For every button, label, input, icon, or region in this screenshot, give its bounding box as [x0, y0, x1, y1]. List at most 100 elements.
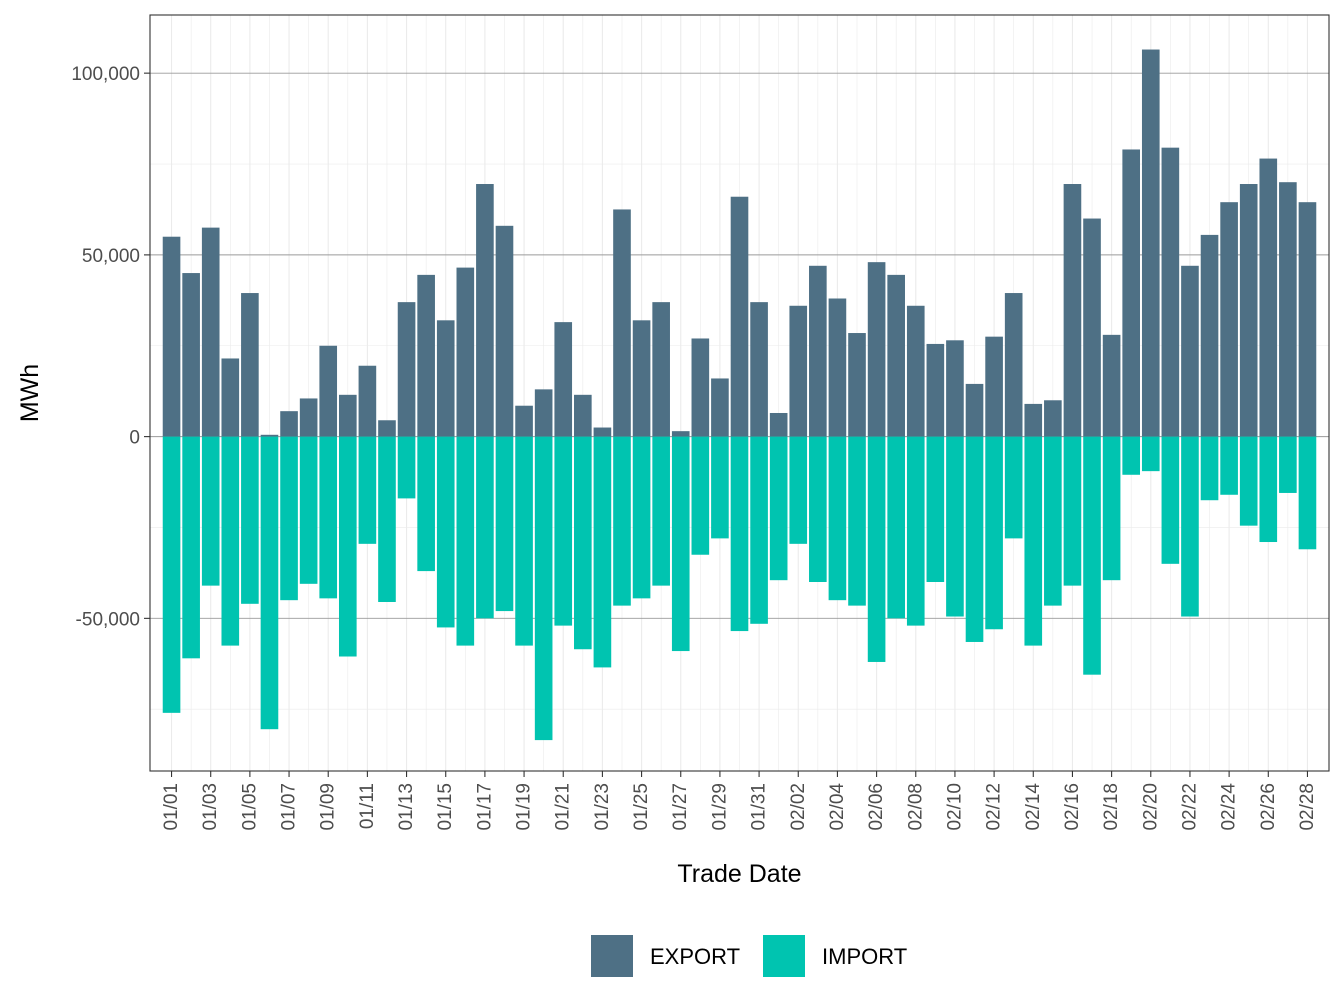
bar-export — [1024, 403, 1043, 437]
bar-import — [1083, 436, 1101, 675]
bar-import — [476, 436, 494, 619]
bar-import — [965, 436, 984, 642]
bar-import — [946, 436, 964, 617]
bar-export — [358, 365, 377, 437]
bar-import — [554, 436, 573, 626]
x-tick-label: 01/13 — [396, 783, 417, 831]
x-tick-label: 01/15 — [435, 783, 456, 831]
bar-import — [534, 436, 553, 741]
bar-export — [554, 322, 573, 437]
bar-export — [965, 383, 984, 437]
bar-import — [1298, 436, 1317, 550]
legend-swatch-export — [591, 935, 633, 977]
x-tick-label: 01/31 — [749, 783, 770, 831]
x-tick-label: 02/18 — [1101, 783, 1122, 831]
x-tick-label: 01/07 — [279, 783, 300, 831]
bar-export — [456, 267, 475, 437]
legend-label-import: IMPORT — [822, 944, 907, 969]
bar-export — [436, 320, 455, 437]
bar-export — [221, 358, 240, 437]
bar-export — [1279, 182, 1297, 437]
y-tick-label: 0 — [129, 428, 140, 449]
x-tick-label: 01/27 — [670, 783, 691, 831]
x-tick-label: 01/05 — [239, 783, 260, 831]
bar-import — [1122, 436, 1141, 475]
bar-export — [299, 398, 318, 437]
bar-export — [574, 394, 592, 437]
bar-export — [1298, 202, 1317, 437]
bar-export — [1102, 334, 1121, 437]
bar-import — [1239, 436, 1258, 526]
bar-export — [828, 298, 847, 437]
bar-import — [201, 436, 220, 586]
bar-export — [201, 227, 220, 437]
bar-export — [671, 431, 690, 437]
x-tick-label: 02/14 — [1023, 783, 1044, 831]
bar-import — [1200, 436, 1219, 501]
bar-export — [769, 412, 788, 437]
bar-export — [476, 184, 494, 437]
x-tick-label: 02/06 — [866, 783, 887, 831]
bar-export — [241, 293, 259, 437]
x-tick-label: 02/20 — [1140, 783, 1161, 831]
bar-export — [1259, 158, 1278, 437]
bar-import — [769, 436, 788, 581]
x-axis-title: Trade Date — [677, 860, 801, 888]
bar-export — [1181, 265, 1199, 437]
bar-import — [1259, 436, 1278, 543]
x-tick-label: 01/25 — [631, 783, 652, 831]
bar-import — [1279, 436, 1297, 493]
x-tick-label: 01/11 — [357, 783, 378, 829]
bar-export — [985, 336, 1003, 437]
bar-export — [1044, 400, 1062, 437]
bar-import — [828, 436, 847, 601]
legend-swatch-import — [763, 935, 805, 977]
bar-import — [515, 436, 533, 646]
bar-export — [338, 394, 357, 437]
bar-export — [906, 305, 925, 437]
bar-export — [515, 405, 533, 437]
bar-export — [495, 225, 514, 437]
x-tick-label: 01/17 — [474, 783, 495, 831]
y-axis-title: MWh — [16, 364, 44, 422]
bar-export — [319, 345, 338, 437]
bar-import — [789, 436, 808, 544]
x-tick-label: 01/19 — [514, 783, 535, 831]
bar-export — [848, 333, 866, 437]
bar-export — [711, 378, 729, 437]
bar-import — [260, 436, 279, 730]
bar-import — [906, 436, 925, 626]
bar-import — [1181, 436, 1199, 617]
bar-export — [652, 302, 670, 437]
bar-import — [1044, 436, 1062, 606]
legend-label-export: EXPORT — [650, 944, 740, 969]
bar-import — [495, 436, 514, 612]
bar-export — [1004, 293, 1023, 437]
bar-import — [299, 436, 318, 584]
x-tick-label: 02/16 — [1062, 783, 1083, 831]
bar-export — [1220, 202, 1238, 437]
bar-export — [691, 338, 710, 437]
x-tick-label: 02/26 — [1258, 783, 1279, 831]
bar-export — [534, 389, 553, 437]
bar-export — [1239, 184, 1258, 437]
bar-import — [1063, 436, 1082, 586]
x-tick-label: 02/12 — [984, 783, 1005, 831]
bar-import — [162, 436, 181, 713]
bar-import — [632, 436, 651, 599]
bar-export — [593, 427, 612, 437]
y-tick-label: 100,000 — [71, 64, 140, 85]
bar-export — [750, 302, 768, 437]
bar-import — [417, 436, 435, 572]
x-tick-label: 01/21 — [553, 783, 574, 831]
x-tick-label: 01/09 — [318, 783, 339, 831]
bar-import — [182, 436, 200, 659]
bar-import — [378, 436, 396, 602]
bar-import — [221, 436, 240, 646]
plot-border — [149, 14, 1330, 772]
bar-export — [789, 305, 808, 437]
x-tick-label: 02/24 — [1219, 783, 1240, 831]
bar-import — [358, 436, 377, 544]
bar-import — [241, 436, 259, 604]
